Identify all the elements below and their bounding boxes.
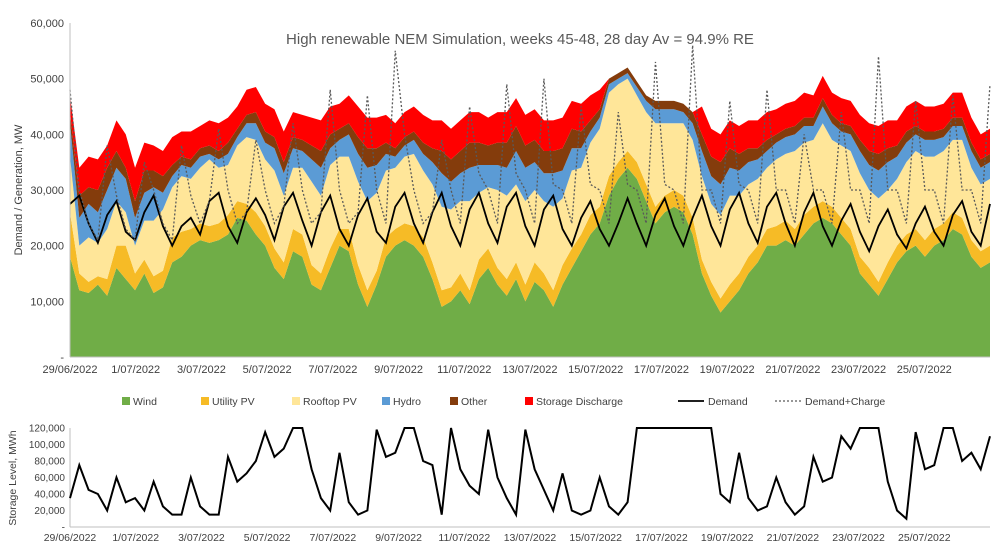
legend-label-wind: Wind <box>133 396 157 408</box>
storage-x-tick-label: 17/07/2022 <box>635 532 688 544</box>
legend-label-utility-pv: Utility PV <box>212 396 255 408</box>
x-tick-label: 9/07/2022 <box>374 364 423 376</box>
area-storage-discharge <box>70 67 990 202</box>
legend-label-storage-discharge: Storage Discharge <box>536 396 623 408</box>
demand-lines <box>69 45 991 254</box>
area-utility-pv <box>70 151 990 313</box>
y-tick-label: - <box>60 352 64 364</box>
x-tick-label: 21/07/2022 <box>765 364 820 376</box>
y-axis-title: Demand / Generation, MW <box>13 124 25 255</box>
x-tick-label: 13/07/2022 <box>502 364 557 376</box>
legend-swatch-other <box>450 397 458 405</box>
storage-y-tick-label: 100,000 <box>29 440 66 451</box>
x-tick-label: 5/07/2022 <box>243 364 292 376</box>
y-tick-label: 30,000 <box>30 185 64 197</box>
storage-x-tick-label: 19/07/2022 <box>701 532 754 544</box>
x-tick-label: 11/07/2022 <box>437 364 491 376</box>
legend-swatch-rooftop-pv <box>292 397 300 405</box>
x-tick-labels: 29/06/2022 1/07/2022 3/07/2022 5/07/2022 7/0… <box>42 364 951 376</box>
storage-x-tick-label: 5/07/2022 <box>244 532 291 544</box>
y-tick-labels: - 10,000 20,000 30,000 40,000 50,000 60,000 <box>30 18 64 364</box>
line-storage-level <box>69 427 991 521</box>
generation-areas <box>70 67 990 357</box>
x-tick-label: 7/07/2022 <box>308 364 357 376</box>
storage-x-tick-label: 23/07/2022 <box>832 532 885 544</box>
storage-x-tick-label: 25/07/2022 <box>898 532 951 544</box>
x-tick-label: 19/07/2022 <box>700 364 755 376</box>
storage-y-tick-label: 80,000 <box>34 457 65 468</box>
storage-chart: -20,00040,00060,00080,000100,000120,000 … <box>7 424 991 544</box>
storage-x-tick-label: 1/07/2022 <box>112 532 159 544</box>
x-tick-label: 23/07/2022 <box>831 364 886 376</box>
y-tick-label: 60,000 <box>30 18 64 30</box>
storage-y-tick-label: - <box>62 523 65 534</box>
chart-title: High renewable NEM Simulation, weeks 45-… <box>286 31 754 48</box>
storage-y-tick-label: 20,000 <box>34 506 65 517</box>
storage-x-tick-label: 21/07/2022 <box>767 532 820 544</box>
generation-chart: - 10,000 20,000 30,000 40,000 50,000 60,000 29… <box>13 18 991 376</box>
storage-x-tick-label: 29/06/2022 <box>44 532 97 544</box>
line-demand <box>69 190 991 254</box>
legend-label-demand: Demand <box>708 396 748 408</box>
storage-line <box>69 427 991 521</box>
generation-axes <box>69 23 990 358</box>
legend-swatch-utility-pv <box>201 397 209 405</box>
storage-x-tick-label: 11/07/2022 <box>438 532 490 544</box>
y-tick-label: 40,000 <box>30 129 64 141</box>
legend-label-demand-charge: Demand+Charge <box>805 396 885 408</box>
storage-y-tick-label: 40,000 <box>34 490 65 501</box>
legend-swatch-wind <box>122 397 130 405</box>
legend-swatch-storage-discharge <box>525 397 533 405</box>
storage-x-tick-label: 9/07/2022 <box>375 532 422 544</box>
storage-x-tick-label: 15/07/2022 <box>569 532 622 544</box>
x-tick-label: 3/07/2022 <box>177 364 226 376</box>
x-tick-label: 15/07/2022 <box>568 364 623 376</box>
storage-y-tick-label: 120,000 <box>29 424 66 435</box>
x-tick-label: 25/07/2022 <box>897 364 952 376</box>
x-tick-label: 29/06/2022 <box>42 364 97 376</box>
legend-label-other: Other <box>461 396 488 408</box>
area-rooftop-pv <box>70 78 990 299</box>
storage-y-axis-title: Storage Level, MWh <box>7 430 19 525</box>
storage-x-tick-label: 7/07/2022 <box>309 532 356 544</box>
legend-label-rooftop-pv: Rooftop PV <box>303 396 357 408</box>
line-demand-charge <box>69 45 991 243</box>
legend-label-hydro: Hydro <box>393 396 421 408</box>
area-wind <box>70 167 990 357</box>
storage-x-tick-label: 3/07/2022 <box>178 532 225 544</box>
y-tick-label: 20,000 <box>30 241 64 253</box>
y-tick-label: 50,000 <box>30 74 64 86</box>
storage-y-tick-labels: - 20,000 40,000 60,000 80,000 100,000 120,000 <box>29 424 66 534</box>
storage-x-tick-labels: 29/06/2022 1/07/2022 3/07/2022 5/07/2022 7/0… <box>44 532 951 544</box>
x-tick-label: 17/07/2022 <box>634 364 689 376</box>
legend: Wind Utility PV Rooftop PV Hydro Other Storag… <box>122 396 885 408</box>
legend-swatch-hydro <box>382 397 390 405</box>
storage-y-tick-label: 60,000 <box>34 473 65 484</box>
storage-x-tick-label: 13/07/2022 <box>504 532 557 544</box>
x-tick-label: 1/07/2022 <box>111 364 160 376</box>
y-tick-label: 10,000 <box>30 296 64 308</box>
